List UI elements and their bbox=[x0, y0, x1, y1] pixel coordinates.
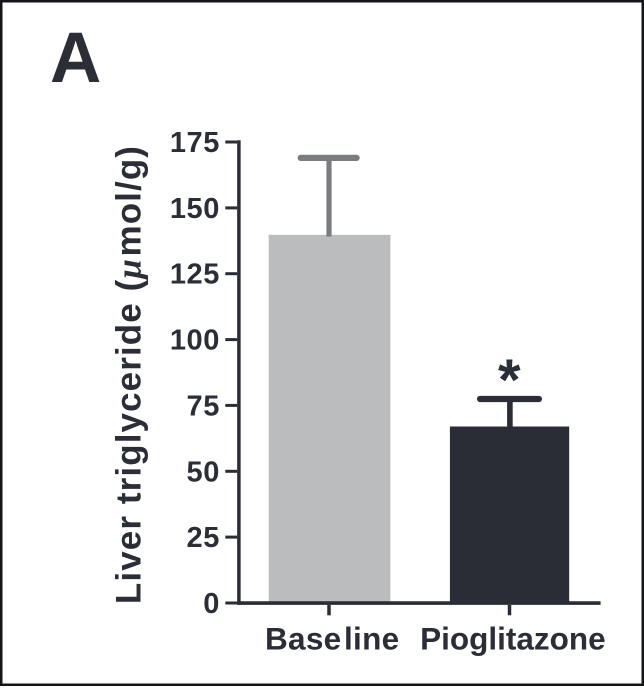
svg-text:150: 150 bbox=[170, 193, 220, 225]
svg-text:Pioglitazone: Pioglitazone bbox=[420, 621, 606, 657]
svg-text:0: 0 bbox=[203, 588, 220, 620]
svg-text:125: 125 bbox=[170, 259, 220, 291]
svg-text:Liver triglyceride (μmol/g): Liver triglyceride (μmol/g) bbox=[110, 145, 149, 604]
svg-text:75: 75 bbox=[187, 390, 220, 422]
svg-text:*: * bbox=[498, 348, 521, 413]
svg-text:100: 100 bbox=[170, 325, 220, 357]
svg-text:25: 25 bbox=[187, 522, 220, 554]
svg-text:50: 50 bbox=[187, 456, 220, 488]
svg-text:Baseline: Baseline bbox=[265, 621, 399, 657]
svg-text:175: 175 bbox=[170, 127, 220, 159]
svg-text:A: A bbox=[50, 19, 101, 98]
